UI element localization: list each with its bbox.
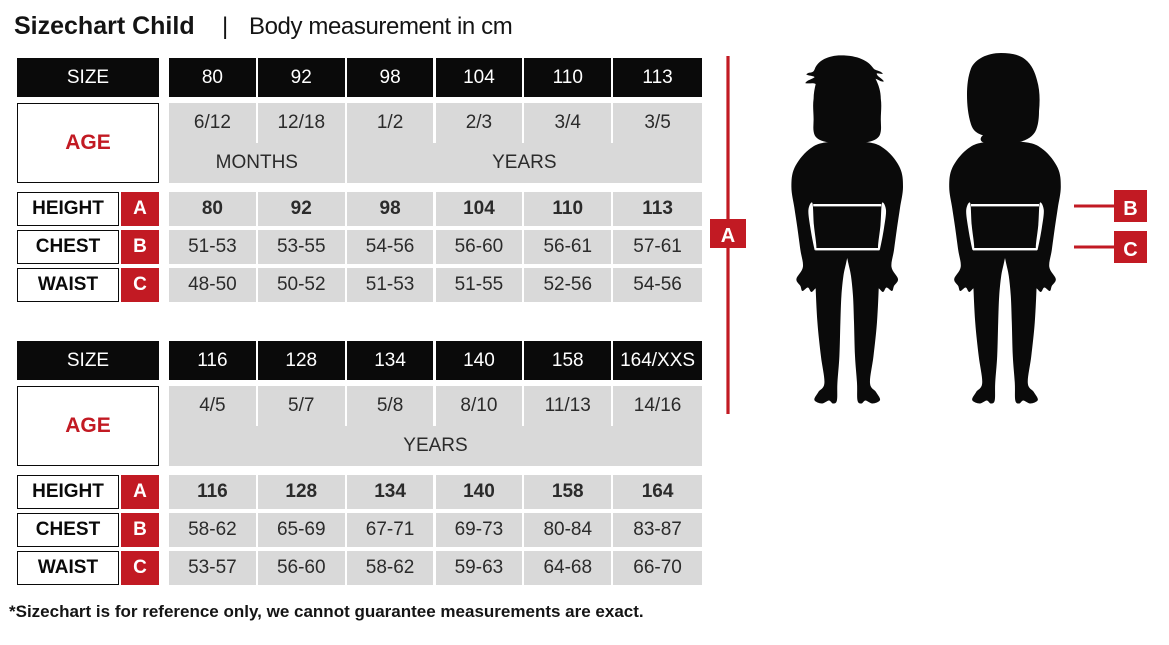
svg-text:C: C [1123,239,1137,261]
svg-text:B: B [1123,198,1137,220]
svg-text:A: A [721,225,735,247]
